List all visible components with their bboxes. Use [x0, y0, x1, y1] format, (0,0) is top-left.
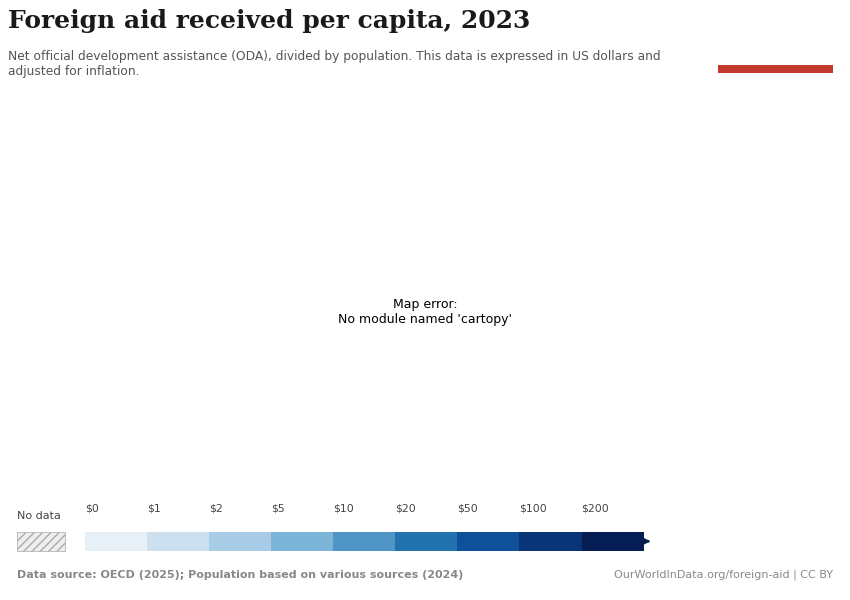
Bar [271, 532, 333, 551]
Bar [395, 532, 457, 551]
Bar [17, 532, 65, 551]
Text: Foreign aid received per capita, 2023: Foreign aid received per capita, 2023 [8, 9, 531, 33]
Text: $10: $10 [333, 503, 354, 514]
Text: Map error:
No module named 'cartopy': Map error: No module named 'cartopy' [338, 298, 512, 326]
Text: $20: $20 [395, 503, 416, 514]
Bar [718, 65, 833, 73]
Text: No data: No data [17, 511, 61, 521]
Text: in Data: in Data [751, 42, 800, 55]
Bar [85, 532, 147, 551]
Bar [519, 532, 581, 551]
Text: $0: $0 [85, 503, 99, 514]
Text: Data source: OECD (2025); Population based on various sources (2024): Data source: OECD (2025); Population bas… [17, 570, 463, 580]
Text: OurWorldInData.org/foreign-aid | CC BY: OurWorldInData.org/foreign-aid | CC BY [614, 570, 833, 581]
Text: $1: $1 [147, 503, 161, 514]
Text: $100: $100 [519, 503, 547, 514]
Text: $5: $5 [271, 503, 285, 514]
Bar [147, 532, 209, 551]
Text: $2: $2 [209, 503, 223, 514]
Text: Net official development assistance (ODA), divided by population. This data is e: Net official development assistance (ODA… [8, 50, 661, 77]
Bar [333, 532, 395, 551]
Text: $50: $50 [457, 503, 478, 514]
Text: Our World: Our World [742, 23, 809, 35]
Text: $200: $200 [581, 503, 609, 514]
Bar [209, 532, 271, 551]
Bar [457, 532, 519, 551]
Bar [581, 532, 643, 551]
